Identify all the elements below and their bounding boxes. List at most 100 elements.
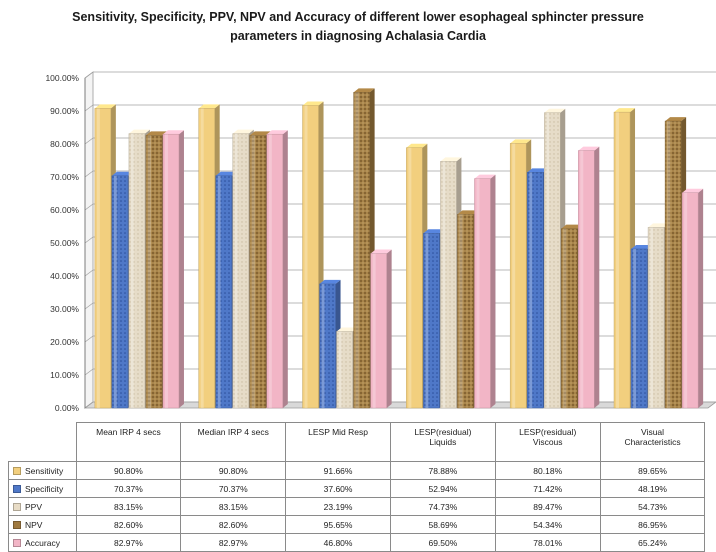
gridline-depth	[84, 170, 94, 178]
bar-front	[457, 214, 474, 409]
data-label: 82.60%	[75, 515, 182, 534]
bar-front	[198, 108, 215, 409]
bar-side	[594, 146, 600, 408]
gridline-depth	[84, 104, 94, 112]
gridline-depth	[84, 401, 94, 409]
table-row: Sensitivity 90.80% 90.80% 91.66% 78.88% 80.18…	[8, 461, 706, 480]
data-label: 52.94%	[389, 479, 496, 498]
bar-highlight	[580, 150, 584, 408]
bar-highlight	[633, 248, 637, 408]
gridline-depth	[84, 137, 94, 145]
bars	[94, 88, 704, 409]
table-corner	[8, 422, 77, 462]
bar-top	[128, 129, 150, 134]
legend-key-swatch	[13, 503, 21, 512]
category-label: Mean IRP 4 secs	[75, 422, 182, 462]
y-tick-label: 70.00%	[50, 172, 79, 182]
table-header-row: Mean IRP 4 secs Median IRP 4 secs LESP Mid…	[8, 422, 706, 462]
bar-top	[336, 327, 358, 332]
bar-highlight	[372, 253, 376, 408]
bar-front	[162, 133, 180, 409]
gridline-depth	[84, 236, 94, 244]
data-label: 48.19%	[599, 479, 706, 498]
bar-top	[266, 130, 288, 135]
bar-front	[613, 111, 631, 409]
bar-front	[94, 108, 112, 409]
legend-entry: Sensitivity	[8, 461, 77, 480]
bar-highlight	[200, 108, 204, 409]
legend-key-swatch	[13, 485, 21, 494]
bar-accuracy-2	[370, 249, 392, 409]
bar-highlight	[147, 135, 151, 409]
data-label: 83.15%	[75, 497, 182, 516]
bar-top	[457, 210, 479, 215]
data-label: 70.37%	[180, 479, 287, 498]
gridline-depth	[84, 203, 94, 211]
data-label: 74.73%	[389, 497, 496, 516]
gridline-depth	[84, 269, 94, 277]
bar-top	[232, 129, 254, 134]
data-label: 37.60%	[285, 479, 391, 498]
bar-highlight	[476, 178, 480, 408]
data-label: 80.18%	[494, 461, 601, 480]
bar-highlight	[459, 214, 463, 408]
bar-highlight	[442, 161, 446, 408]
bar-top	[406, 143, 428, 148]
category-label-line: Characteristics	[624, 437, 681, 447]
category-label-line: LESP Mid Resp	[308, 427, 368, 437]
category-label-line: LESP(residual)	[519, 427, 577, 437]
bar-front	[353, 92, 370, 409]
bar-accuracy-1	[266, 130, 288, 409]
bar-front	[526, 172, 544, 409]
y-tick-label: 20.00%	[50, 337, 79, 347]
y-tick-label: 90.00%	[50, 106, 79, 116]
bar-top	[561, 224, 583, 229]
data-label: 90.80%	[75, 461, 182, 480]
bar-front	[336, 331, 353, 409]
legend-label: Specificity	[25, 483, 64, 494]
bar-side	[386, 249, 392, 408]
data-label: 95.65%	[285, 515, 391, 534]
bar-highlight	[217, 175, 221, 408]
bar-accuracy-4	[578, 146, 600, 409]
bar-highlight	[251, 135, 255, 409]
table-row: Accuracy 82.97% 82.97% 46.80% 69.50% 78.01% 65…	[8, 533, 706, 552]
data-label: 65.24%	[599, 533, 706, 552]
bar-highlight	[563, 228, 567, 408]
bar-highlight	[338, 331, 342, 408]
bar-highlight	[130, 133, 134, 409]
bar-front	[249, 135, 267, 409]
bar-highlight	[321, 283, 325, 408]
y-tick-label: 80.00%	[50, 139, 79, 149]
bar-front	[215, 175, 232, 409]
data-label: 71.42%	[494, 479, 601, 498]
bar-highlight	[546, 112, 550, 409]
gridline-depth	[84, 335, 94, 343]
bar-front	[440, 161, 457, 409]
data-label: 23.19%	[285, 497, 391, 516]
bar-front	[474, 178, 491, 409]
bar-front	[370, 253, 387, 409]
bar-top	[665, 117, 687, 122]
table-row: Specificity 70.37% 70.37% 37.60% 52.94% 71.42…	[8, 479, 706, 498]
bar-highlight	[408, 147, 412, 409]
data-label: 54.73%	[599, 497, 706, 516]
bar-top	[145, 131, 167, 136]
bar-top	[474, 174, 496, 179]
bar-highlight	[268, 134, 272, 408]
y-tick-label: 40.00%	[50, 271, 79, 281]
bar-highlight	[529, 172, 533, 408]
category-label-line: Median IRP 4 secs	[197, 427, 269, 437]
legend-key-swatch	[13, 539, 21, 548]
bar-top	[249, 131, 271, 136]
category-label-line: LESP(residual)	[414, 427, 472, 437]
bar-top	[440, 157, 462, 162]
data-label: 54.34%	[494, 515, 601, 534]
bar-highlight	[164, 134, 168, 408]
bar-highlight	[304, 105, 308, 408]
axis: 0.00% 10.00% 20.00% 30.00% 40.00% 50.00% 60.00…	[45, 73, 86, 413]
bar-front	[128, 133, 146, 409]
bar-top	[648, 223, 670, 228]
table-row: NPV 82.60% 82.60% 95.65% 58.69% 54.34% 86.95%	[8, 515, 706, 534]
legend-label: Accuracy	[25, 537, 60, 548]
